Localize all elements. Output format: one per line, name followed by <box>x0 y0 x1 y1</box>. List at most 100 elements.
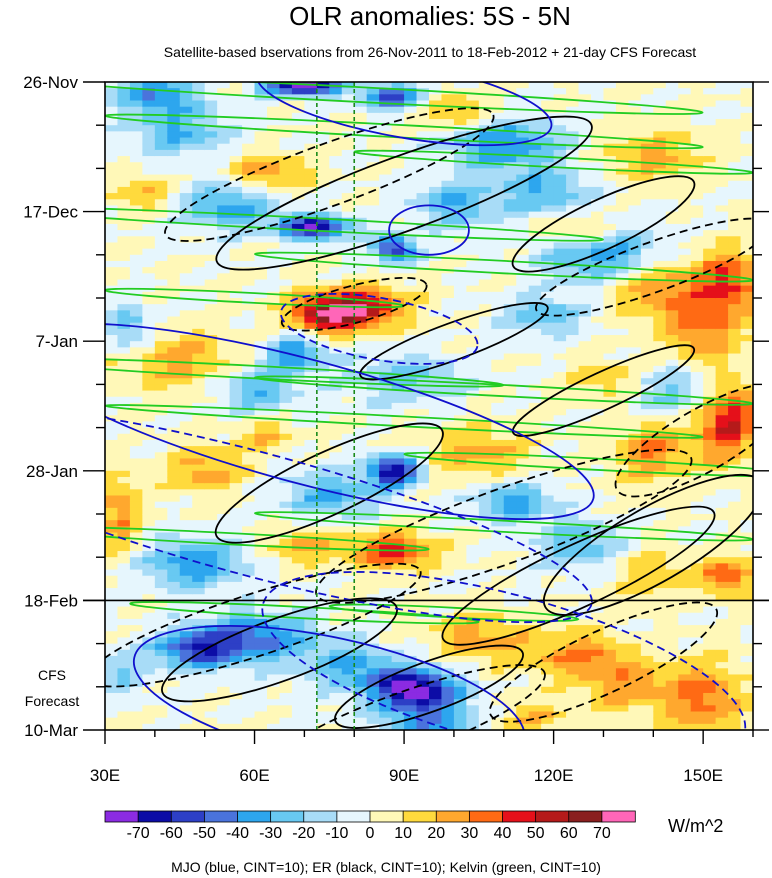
heatmap-cell <box>129 495 143 503</box>
heatmap-cell <box>615 569 629 577</box>
heatmap-cell <box>179 618 193 626</box>
heatmap-cell <box>416 532 430 540</box>
heatmap-cell <box>603 439 617 447</box>
heatmap-cell <box>341 273 355 281</box>
heatmap-cell <box>267 699 281 706</box>
heatmap-cell <box>217 199 231 207</box>
heatmap-cell <box>503 390 517 398</box>
heatmap-cell <box>154 100 168 108</box>
heatmap-cell <box>316 551 330 558</box>
heatmap-cell <box>117 514 131 521</box>
heatmap-cell <box>254 273 268 281</box>
heatmap-cell <box>429 180 443 188</box>
heatmap-cell <box>553 217 567 225</box>
heatmap-cell <box>591 174 605 182</box>
heatmap-cell <box>366 625 380 632</box>
heatmap-cell <box>690 384 704 392</box>
heatmap-cell <box>566 119 580 126</box>
heatmap-cell <box>441 156 455 163</box>
heatmap-cell <box>254 88 268 95</box>
heatmap-cell <box>217 476 231 484</box>
heatmap-cell <box>478 680 492 688</box>
heatmap-cell <box>416 168 430 176</box>
heatmap-cell <box>528 372 542 379</box>
heatmap-cell <box>291 267 305 274</box>
heatmap-cell <box>142 248 156 256</box>
heatmap-cell <box>478 699 492 706</box>
heatmap-cell <box>566 520 580 527</box>
heatmap-cell <box>566 285 580 293</box>
heatmap-cell <box>653 254 667 262</box>
heatmap-cell <box>105 359 119 367</box>
heatmap-cell <box>528 396 542 404</box>
heatmap-cell <box>366 668 380 676</box>
heatmap-cell <box>304 236 318 244</box>
heatmap-cell <box>229 359 243 367</box>
heatmap-cell <box>466 365 480 373</box>
heatmap-cell <box>541 291 555 299</box>
heatmap-cell <box>379 180 393 188</box>
heatmap-cell <box>478 273 492 281</box>
heatmap-cell <box>528 520 542 527</box>
heatmap-cell <box>366 149 380 157</box>
heatmap-cell <box>291 470 305 478</box>
heatmap-cell <box>291 433 305 441</box>
heatmap-cell <box>478 341 492 348</box>
heatmap-cell <box>516 483 530 490</box>
heatmap-cell <box>379 359 393 367</box>
heatmap-cell <box>491 291 505 299</box>
heatmap-cell <box>267 273 281 281</box>
heatmap-cell <box>142 649 156 657</box>
heatmap-cell <box>653 106 667 114</box>
heatmap-cell <box>404 538 418 546</box>
heatmap-cell <box>591 347 605 355</box>
heatmap-cell <box>217 205 231 213</box>
heatmap-cell <box>491 476 505 484</box>
heatmap-cell <box>167 211 181 219</box>
heatmap-cell <box>516 211 530 219</box>
heatmap-cell <box>129 470 143 478</box>
heatmap-cell <box>391 692 405 700</box>
heatmap-cell <box>541 119 555 126</box>
heatmap-cell <box>254 699 268 706</box>
heatmap-cell <box>154 193 168 200</box>
heatmap-cell <box>453 446 467 453</box>
heatmap-cell <box>279 439 293 447</box>
heatmap-cell <box>553 446 567 453</box>
heatmap-cell <box>117 649 131 657</box>
heatmap-cell <box>279 174 293 182</box>
heatmap-cell <box>229 409 243 416</box>
heatmap-cell <box>391 612 405 620</box>
heatmap-cell <box>341 711 355 719</box>
heatmap-cell <box>341 631 355 639</box>
heatmap-cell <box>341 199 355 207</box>
heatmap-cell <box>304 125 318 132</box>
heatmap-cell <box>354 409 368 416</box>
heatmap-cell <box>578 501 592 509</box>
heatmap-cell <box>242 532 256 540</box>
heatmap-cell <box>341 483 355 490</box>
heatmap-cell <box>416 557 430 564</box>
heatmap-cell <box>416 353 430 361</box>
heatmap-cell <box>516 606 530 614</box>
heatmap-cell <box>466 489 480 497</box>
heatmap-cell <box>366 199 380 207</box>
heatmap-cell <box>291 711 305 719</box>
heatmap-cell <box>640 600 654 608</box>
heatmap-cell <box>541 538 555 546</box>
heatmap-cell <box>142 464 156 472</box>
heatmap-cell <box>204 575 218 583</box>
heatmap-cell <box>441 643 455 651</box>
heatmap-cell <box>566 594 580 601</box>
heatmap-cell <box>665 520 679 527</box>
heatmap-cell <box>291 359 305 367</box>
heatmap-cell <box>416 396 430 404</box>
heatmap-cell <box>129 717 143 725</box>
heatmap-cell <box>678 655 692 663</box>
heatmap-cell <box>516 186 530 194</box>
heatmap-cell <box>404 322 418 330</box>
heatmap-cell <box>117 260 131 268</box>
heatmap-cell <box>653 291 667 299</box>
heatmap-cell <box>341 427 355 435</box>
heatmap-cell <box>142 600 156 608</box>
